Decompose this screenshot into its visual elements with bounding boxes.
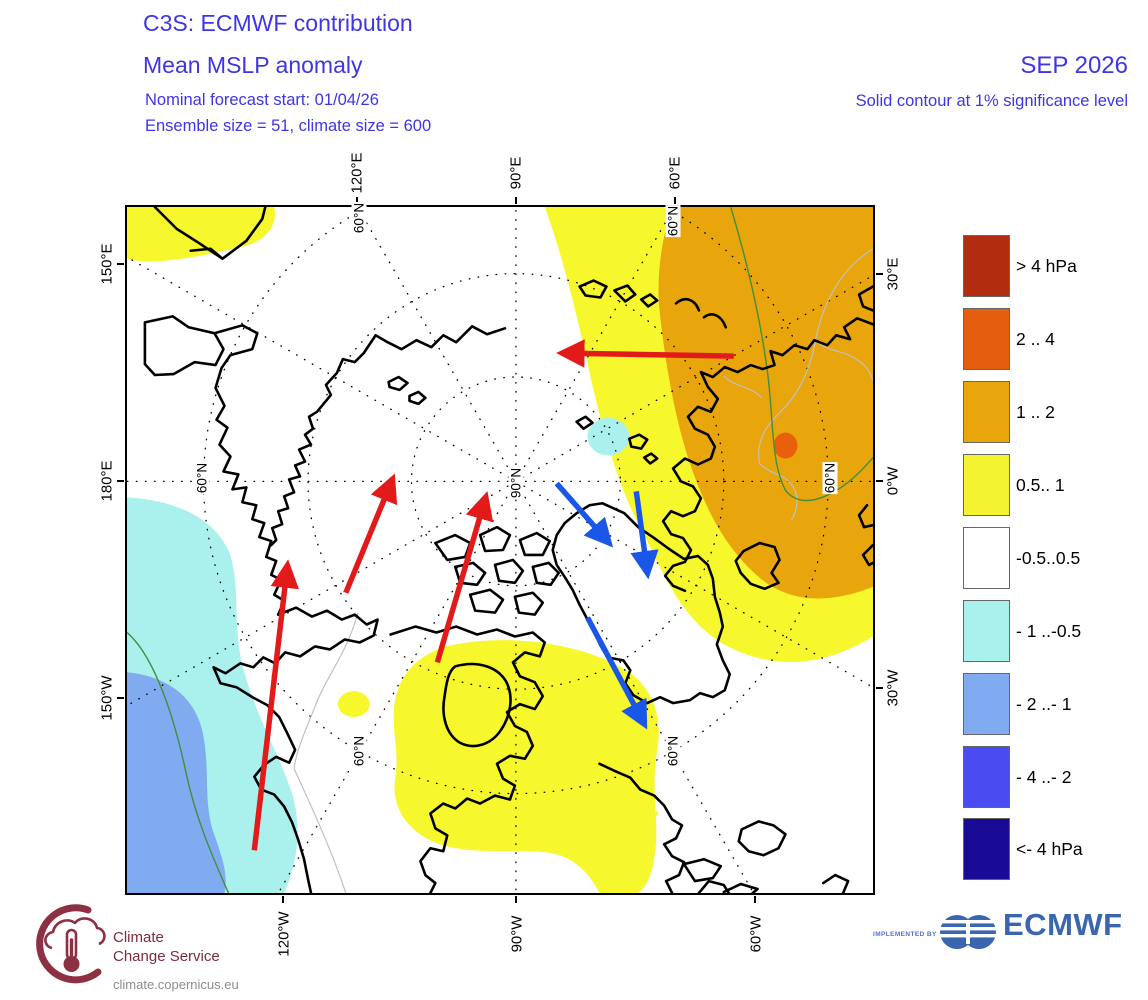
tick-left-180e (117, 480, 124, 482)
lon-label-30e: 30°E (884, 257, 902, 291)
tick-left-150e (117, 263, 124, 265)
red-arrow-north-2 (343, 473, 398, 594)
lon-label-90w: 90°W (508, 915, 526, 953)
legend-label: <- 4 hPa (1016, 839, 1083, 859)
red-arrow-north-1 (251, 559, 299, 851)
lat-label-60n-3: 60°N (194, 461, 210, 495)
lat-label-60n-2: 60°N (665, 204, 681, 238)
tick-left-150w (117, 697, 124, 699)
ensemble-size-text: Ensemble size = 51, climate size = 600 (145, 117, 432, 135)
blue-arrow-southeast-2 (585, 616, 648, 730)
blue-arrow-south (630, 490, 659, 580)
anomaly-shading (127, 207, 873, 893)
legend-swatch (963, 600, 1010, 662)
legend-swatch (963, 527, 1010, 589)
tick-right-0w (876, 480, 883, 482)
positive-0p5-1-small-spot (337, 691, 370, 718)
tick-top-90e (515, 197, 517, 204)
tick-top-120e (356, 197, 358, 204)
legend-label: - 4 ..- 2 (1016, 767, 1072, 787)
red-arrow-north-3 (434, 491, 494, 664)
legend-label: 1 .. 2 (1016, 402, 1055, 422)
tiny-yellow-speck (648, 811, 659, 816)
significance-contours (127, 207, 873, 893)
lon-label-180e: 180°E (98, 460, 116, 502)
negative-2-1-region-alaska (127, 672, 226, 893)
legend-label: - 1 ..-0.5 (1016, 621, 1082, 641)
copernicus-url: climate.copernicus.eu (113, 977, 239, 992)
legend-swatch (963, 308, 1010, 370)
tick-bottom-60w (754, 896, 756, 903)
tick-right-30e (876, 273, 883, 275)
page-title: C3S: ECMWF contribution (143, 10, 413, 36)
map-svg (127, 207, 873, 893)
country-borders (293, 248, 873, 893)
legend-label: 0.5.. 1 (1016, 475, 1065, 495)
lon-label-30w: 30°W (884, 669, 902, 707)
significance-contour-positive (730, 207, 873, 502)
valid-month-label: SEP 2026 (1020, 52, 1128, 79)
legend-swatch (963, 381, 1010, 443)
positive-0p5-1-corner-nw (127, 207, 275, 262)
forecast-start-text: Nominal forecast start: 01/04/26 (145, 91, 379, 109)
legend-swatch (963, 746, 1010, 808)
chart-subtitle: Mean MSLP anomaly (143, 52, 363, 78)
polar-map-panel (125, 205, 875, 895)
significance-contour-negative (127, 631, 230, 893)
ecmwf-wordmark: ECMWF (1003, 907, 1123, 942)
positive-0p5-1-region-hudson (393, 640, 659, 893)
copernicus-service-name: Climate Change Service (113, 928, 220, 966)
lat-label-60n-5: 60°N (351, 734, 367, 768)
copernicus-line1: Climate (113, 929, 164, 946)
blue-arrow-southeast-1 (554, 481, 614, 548)
lon-label-0w: 0°W (884, 466, 902, 496)
legend-label: > 4 hPa (1016, 256, 1077, 276)
lon-label-120w: 120°W (275, 911, 293, 957)
legend-label: 2 .. 4 (1016, 329, 1055, 349)
positive-1-2-region (658, 207, 873, 599)
tick-bottom-120w (282, 896, 284, 903)
lon-label-150w: 150°W (98, 675, 116, 721)
implemented-by-label: IMPLEMENTED BY (873, 931, 937, 938)
legend-swatch (963, 454, 1010, 516)
lon-label-120e: 120°E (348, 152, 366, 194)
lon-label-60e: 60°E (666, 156, 684, 190)
significance-note: Solid contour at 1% significance level (855, 92, 1128, 110)
lon-label-60w: 60°W (747, 915, 765, 953)
tick-right-30w (876, 687, 883, 689)
legend-label: - 2 ..- 1 (1016, 694, 1072, 714)
ecmwf-logo-icon (936, 911, 1000, 958)
positive-2-4-spot (773, 432, 798, 459)
anomaly-arrows (251, 339, 734, 851)
tick-bottom-90w (515, 896, 517, 903)
legend-swatch (963, 673, 1010, 735)
legend-swatch (963, 235, 1010, 297)
negative-1-0p5-polar-spot (587, 417, 630, 456)
lat-label-60n-1: 60°N (351, 201, 367, 235)
lat-label-90n: 90°N (508, 466, 524, 500)
copernicus-logo-icon (28, 896, 110, 999)
lat-label-60n-6: 60°N (665, 734, 681, 768)
red-arrow-westward (556, 339, 734, 368)
legend-swatch (963, 818, 1010, 880)
lon-label-90e: 90°E (507, 156, 525, 190)
lat-label-60n-4: 60°N (822, 461, 838, 495)
tick-top-60e (674, 197, 676, 204)
copernicus-line2: Change Service (113, 948, 220, 965)
lon-label-150e: 150°E (98, 243, 116, 285)
legend-label: -0.5..0.5 (1016, 548, 1081, 568)
